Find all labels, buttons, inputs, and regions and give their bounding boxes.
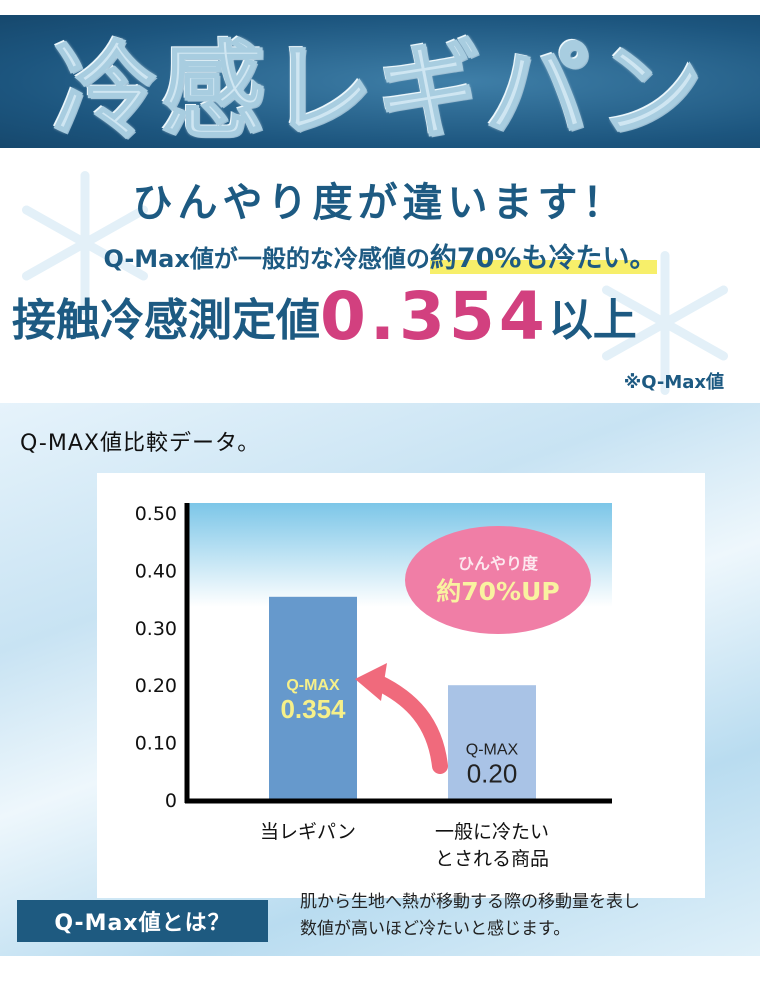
desc-line: 肌から生地へ熱が移動する際の移動量を表し xyxy=(300,892,640,912)
y-tick-label: 0.30 xyxy=(135,618,177,640)
bar xyxy=(448,685,536,800)
y-tick-label: 0.40 xyxy=(135,560,177,582)
highlight-text: 約70%も冷たい。 xyxy=(429,243,657,274)
bar-value-label: 0.20 xyxy=(467,759,518,789)
comparison-section: Q-MAX値比較データ。 0 0.10 0.20 0.30 0.40 0.50 Q-MAX 0… xyxy=(0,403,760,956)
measure-suffix: 以上 xyxy=(548,295,637,346)
callout-line1: ひんやり度 xyxy=(458,554,539,573)
bar-label-title: Q-MAX xyxy=(286,677,340,694)
y-tick-label: 0.10 xyxy=(135,733,177,755)
bar-chart: 00.100.200.300.400.50Q-MAX0.354当レギパンQ-MA… xyxy=(135,503,612,870)
chart-panel: 0 0.10 0.20 0.30 0.40 0.50 Q-MAX 0.354 当レギパン Q-MA… xyxy=(97,473,705,898)
arrow-head-icon xyxy=(355,663,387,701)
measure-label: 接触冷感測定値 xyxy=(12,295,320,346)
headline: ひんやり度が違います！ xyxy=(132,180,628,226)
qmax-info-label: Q-Max値とは？ xyxy=(17,900,268,942)
arrow-icon xyxy=(367,673,448,774)
bar xyxy=(269,596,357,800)
qmax-description: 肌から生地へ熱が移動する際の移動量を表し 数値が高いほど冷たいと感じます。 xyxy=(300,889,640,943)
y-tick-label: 0.20 xyxy=(135,675,177,697)
bar-value-label: 0.354 xyxy=(280,694,346,724)
snowflake-icon xyxy=(602,251,728,395)
snowflake-icon xyxy=(22,171,148,315)
x-category-label: とされる商品 xyxy=(435,848,549,870)
callout-bubble xyxy=(405,526,591,634)
callout-line2: 約70%UP xyxy=(436,577,559,606)
banner-title: 冷感レギパン xyxy=(52,29,707,153)
measure-value: 0.354 xyxy=(320,278,549,355)
measure-headline: 接触冷感測定値0.354以上 xyxy=(12,278,637,355)
footnote: ※Q-Max値 xyxy=(623,372,724,393)
x-category-label: 当レギパン xyxy=(260,821,356,843)
y-tick-label: 0.50 xyxy=(135,503,177,525)
x-category-label: 一般に冷たい xyxy=(435,821,549,843)
title-banner: 冷感レギパン xyxy=(0,15,760,153)
section-title: Q-MAX値比較データ。 xyxy=(20,431,261,456)
subheadline: Q-Max値が一般的な冷感値の約70%も冷たい。 xyxy=(0,236,760,275)
subheadline-text: Q-Max値が一般的な冷感値の xyxy=(103,245,430,273)
desc-line: 数値が高いほど冷たいと感じます。 xyxy=(300,919,571,939)
bar-label-title: Q-MAX xyxy=(466,742,519,759)
hero-section: ひんやり度が違います！ Q-Max値が一般的な冷感値の約70%も冷たい。 接触冷… xyxy=(0,148,760,403)
y-tick-label: 0 xyxy=(165,790,177,812)
